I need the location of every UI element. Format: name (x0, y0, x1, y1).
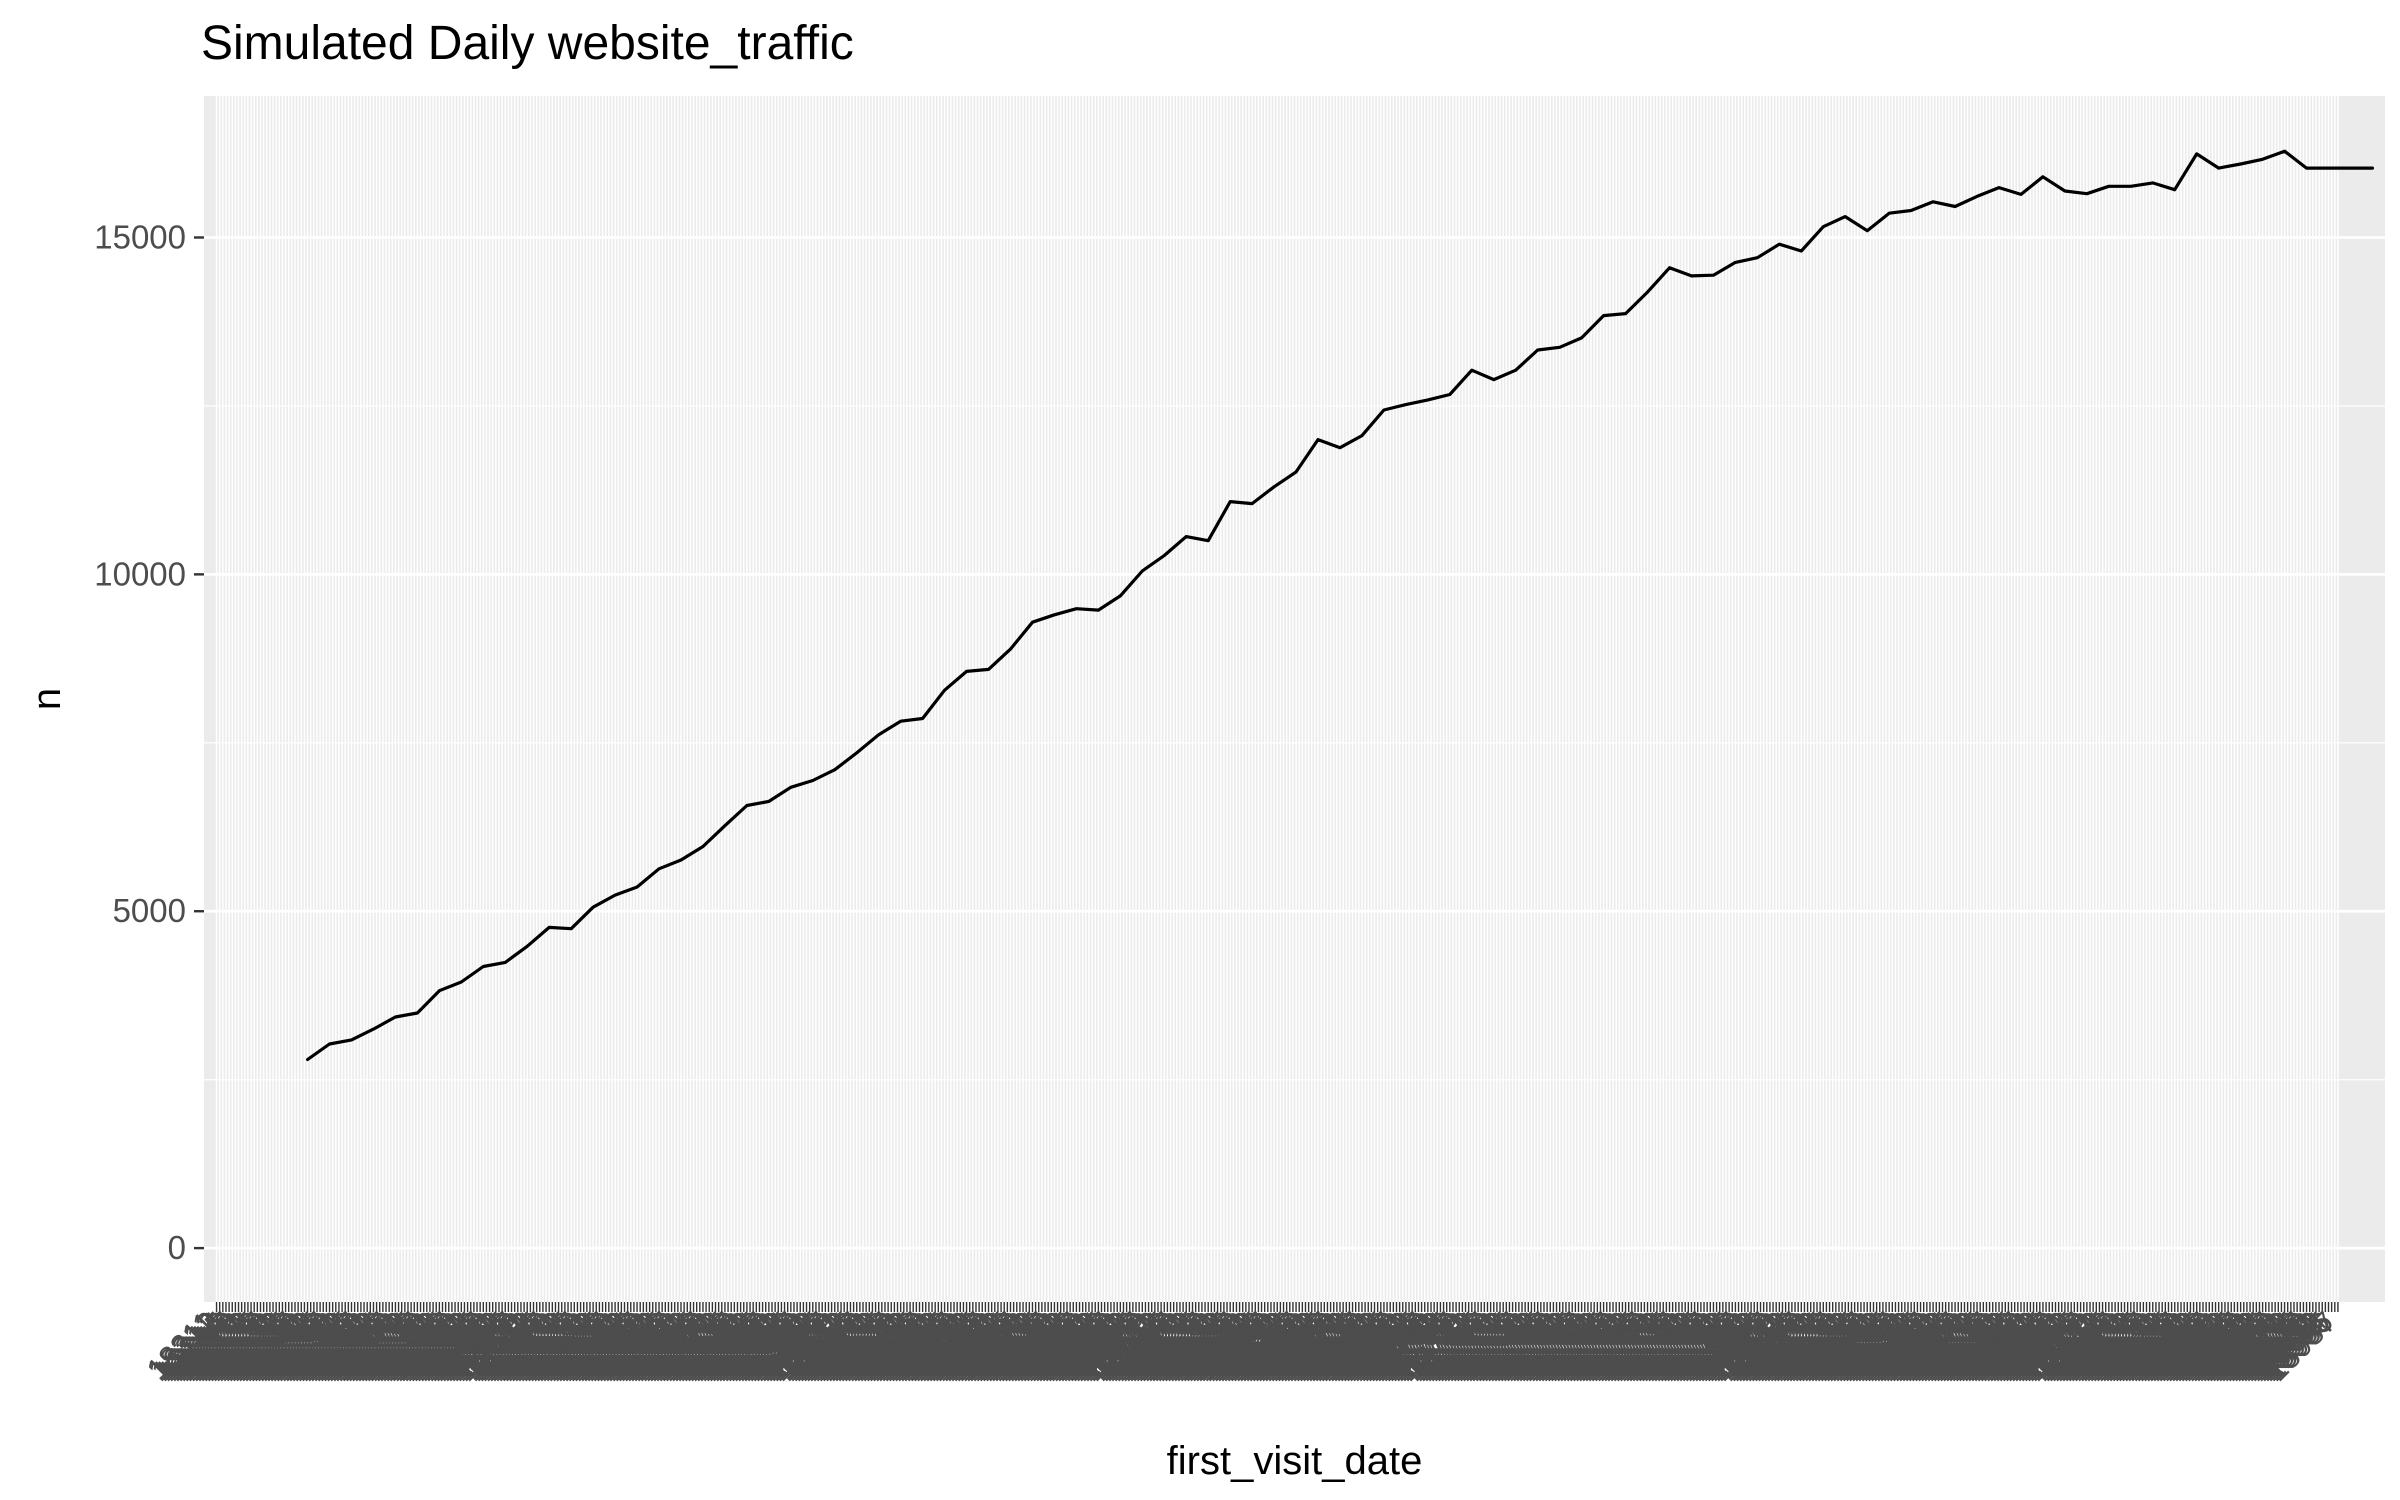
series-line (306, 149, 2374, 1062)
chart-title: Simulated Daily website_traffic (201, 17, 854, 70)
y-axis-title: n (25, 688, 69, 710)
major-y-gridlines (204, 236, 2385, 1250)
y-tick-label: 5000 (113, 892, 186, 929)
y-tick-label: 0 (168, 1229, 186, 1266)
y-tick-label: 10000 (94, 555, 186, 592)
plot-panel (204, 96, 2385, 1302)
y-axis-ticks: 0 5000 10000 15000 (94, 218, 204, 1266)
x-axis-ticks: 1831118312183131831418315183161831718318… (141, 1302, 2343, 1388)
x-axis-title: first_visit_date (1167, 1439, 1423, 1483)
y-tick-label: 15000 (94, 218, 186, 255)
x-gridlines (215, 96, 2339, 1302)
